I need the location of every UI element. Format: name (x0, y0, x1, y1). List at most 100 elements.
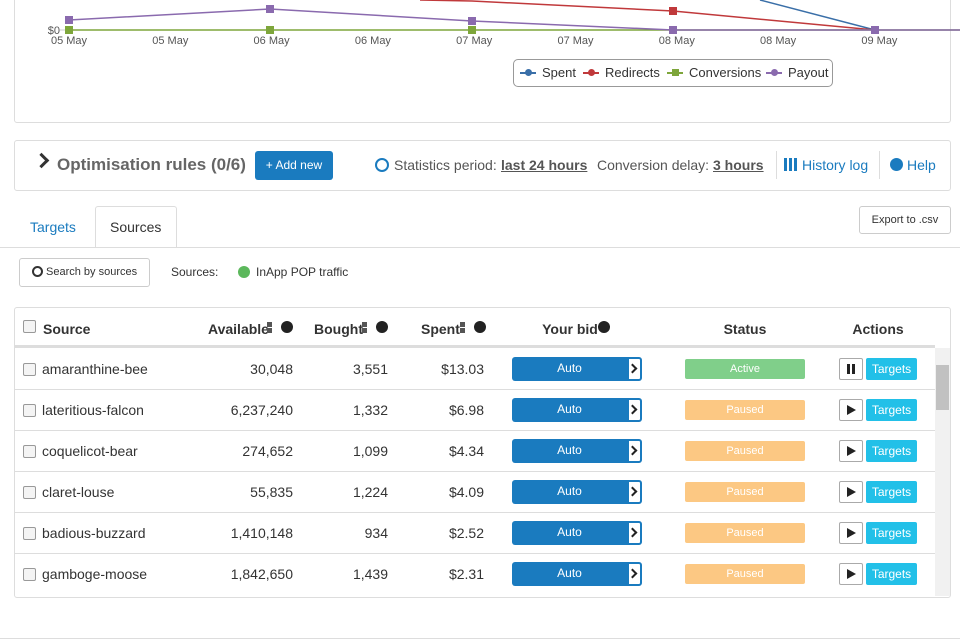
status-badge: Active (685, 359, 805, 379)
x-tick-label: 06 May (254, 35, 291, 47)
targets-button[interactable]: Targets (866, 358, 917, 380)
checkbox[interactable] (23, 486, 36, 499)
legend-label[interactable]: Spent (542, 65, 576, 80)
bid-toggle[interactable] (627, 439, 642, 463)
sort-icon (267, 322, 272, 333)
spent: $4.34 (448, 443, 484, 459)
point (468, 17, 476, 25)
help-link[interactable]: Help (907, 157, 936, 173)
checkbox[interactable] (23, 404, 36, 417)
info-icon (474, 321, 486, 333)
row-border (15, 389, 935, 390)
search-button[interactable]: Search by sources (19, 258, 150, 287)
status-badge: Paused (685, 482, 805, 502)
targets-button[interactable]: Targets (866, 399, 917, 421)
line (68, 8, 960, 31)
spent: $4.09 (448, 484, 484, 500)
column-header[interactable]: Spent (421, 321, 460, 337)
source-name[interactable]: gamboge-moose (42, 566, 148, 582)
bid-select[interactable]: Auto (512, 439, 627, 463)
status-badge: Paused (685, 564, 805, 584)
source-name[interactable]: badious-buzzard (42, 525, 146, 541)
history-link[interactable]: History log (802, 157, 869, 173)
export-button[interactable]: Export to .csv (859, 206, 951, 234)
targets-button[interactable]: Targets (866, 522, 917, 544)
checkbox[interactable] (23, 363, 36, 376)
source-name[interactable]: claret-louse (42, 484, 115, 500)
source-name[interactable]: lateritious-falcon (42, 402, 144, 418)
bought: 934 (364, 525, 388, 541)
bid-toggle[interactable] (627, 480, 642, 504)
available: 30,048 (250, 361, 293, 377)
column-header: Your bid (542, 321, 598, 337)
bid-toggle[interactable] (627, 357, 642, 381)
source-name[interactable]: coquelicot-bear (42, 443, 138, 459)
bought: 1,332 (352, 402, 388, 418)
active-tab (95, 206, 177, 248)
y-tick-label: $0 (48, 25, 60, 37)
bought: 1,224 (352, 484, 388, 500)
tab[interactable]: Sources (110, 219, 162, 235)
column-header: Source (43, 321, 91, 337)
header-border (15, 345, 935, 348)
checkbox[interactable] (23, 568, 36, 581)
delay-value[interactable]: 3 hours (713, 157, 764, 173)
footer-line (0, 638, 960, 639)
bid-select[interactable]: Auto (512, 521, 627, 545)
point (266, 5, 274, 13)
bought: 1,439 (352, 566, 388, 582)
point (65, 26, 73, 34)
info-icon (598, 321, 610, 333)
delay-label: Conversion delay: (597, 157, 710, 173)
column-header[interactable]: Bought (314, 321, 363, 337)
available: 274,652 (242, 443, 293, 459)
scrollbar (935, 348, 950, 596)
tab[interactable]: Targets (30, 219, 76, 235)
x-tick-label: 05 May (51, 35, 88, 47)
bought: 3,551 (352, 361, 388, 377)
play-icon (847, 569, 856, 579)
targets-button[interactable]: Targets (866, 481, 917, 503)
bid-select[interactable]: Auto (512, 357, 627, 381)
table-panel (14, 307, 951, 598)
bid-toggle[interactable] (627, 398, 642, 422)
x-tick-label: 08 May (659, 35, 696, 47)
bid-select[interactable]: Auto (512, 562, 627, 586)
search-icon (32, 266, 43, 277)
column-header: Status (723, 321, 767, 337)
column-header: Actions (852, 321, 904, 337)
scroll-thumb[interactable] (936, 365, 949, 410)
filter-value[interactable]: InApp POP traffic (256, 265, 349, 279)
legend-label[interactable]: Conversions (689, 65, 762, 80)
chart: $005 May 05 May 06 May 06 May 07 May 07 May 08… (48, 0, 960, 47)
source-name[interactable]: amaranthine-bee (42, 361, 148, 377)
legend-label[interactable]: Redirects (605, 65, 660, 80)
point (669, 7, 677, 15)
column-header[interactable]: Available (208, 321, 269, 337)
add-button[interactable]: + Add new (255, 151, 333, 180)
targets-button[interactable]: Targets (866, 440, 917, 462)
legend-marker (771, 69, 778, 76)
stats-value[interactable]: last 24 hours (501, 157, 588, 173)
legend-marker (525, 69, 532, 76)
spent: $2.52 (448, 525, 484, 541)
filter-label: Sources: (171, 265, 219, 279)
legend-label[interactable]: Payout (788, 65, 829, 80)
targets-button[interactable]: Targets (866, 563, 917, 585)
bid-select[interactable]: Auto (512, 398, 627, 422)
tab-line (0, 247, 960, 248)
checkbox[interactable] (23, 320, 36, 333)
bid-select[interactable]: Auto (512, 480, 627, 504)
point (669, 26, 677, 34)
separator (776, 151, 777, 179)
bid-toggle[interactable] (627, 521, 642, 545)
checkbox[interactable] (23, 527, 36, 540)
bid-toggle[interactable] (627, 562, 642, 586)
separator (879, 151, 880, 179)
checkbox[interactable] (23, 445, 36, 458)
info-icon (376, 321, 388, 333)
available: 1,410,148 (230, 525, 293, 541)
row-border (15, 553, 935, 554)
help-icon (890, 158, 903, 171)
